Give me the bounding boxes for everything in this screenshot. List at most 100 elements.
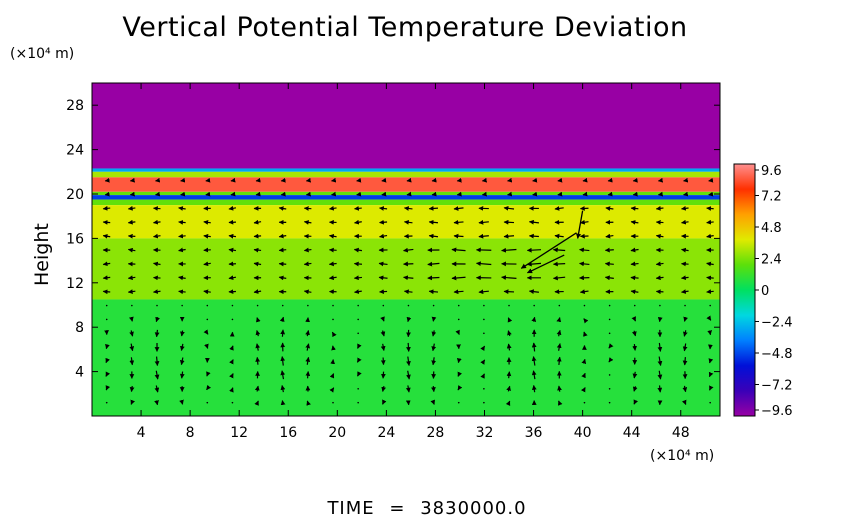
wind-vector-221	[430, 399, 435, 405]
wind-vector-278	[507, 317, 513, 323]
wind-vector-247	[451, 275, 466, 281]
wind-vector-231	[427, 261, 440, 267]
wind-vector-411	[708, 358, 714, 364]
wind-vector-102	[254, 400, 259, 406]
wind-vector-34	[154, 400, 159, 406]
wind-vector-55	[179, 343, 185, 352]
wind-vector-21	[129, 343, 135, 352]
wind-vector-131	[278, 233, 287, 239]
wind-vector-106	[255, 343, 261, 351]
wind-vector-236	[431, 191, 437, 197]
colorbar-ticks: 9.6 7.2 4.8 2.4 0 −2.4 −4.8 −7.2 −9.6	[755, 164, 793, 419]
wind-vector-311	[556, 329, 562, 337]
wind-vector-300	[526, 247, 542, 253]
wind-vector-315	[552, 275, 566, 281]
wind-vector-235	[428, 206, 439, 211]
wind-vector-1	[105, 385, 111, 391]
wind-vector-22	[129, 330, 134, 337]
time-equals: =	[389, 498, 406, 519]
wind-vector-184	[354, 205, 362, 211]
wind-vector-292	[531, 356, 537, 366]
wind-vector-121	[280, 370, 286, 380]
wind-vector-63	[178, 233, 186, 239]
wind-vector-210	[406, 316, 412, 323]
wind-vector-407	[683, 177, 689, 183]
wind-vector-128	[278, 275, 287, 281]
wind-vector-17	[130, 399, 135, 405]
x-tick-label-3: 16	[279, 425, 297, 441]
x-tick-label-0: 4	[137, 425, 146, 441]
wind-vector-112	[253, 261, 262, 267]
wind-vector-59	[178, 289, 186, 295]
wind-vector-153	[332, 401, 334, 404]
wind-vector-227	[431, 316, 437, 322]
wind-vector-118	[255, 177, 261, 183]
wind-vector-80	[203, 233, 211, 239]
wind-vector-255	[483, 401, 485, 404]
wind-vector-6	[105, 318, 108, 321]
wind-vector-173	[356, 357, 362, 363]
time-value: 3830000.0	[420, 498, 527, 519]
wind-vector-194	[382, 304, 385, 307]
wind-vector-372	[632, 191, 638, 197]
colorbar-tick-label-6: −4.8	[761, 347, 793, 362]
wind-vector-144	[303, 289, 312, 295]
wind-vector-13	[102, 219, 111, 225]
wind-vector-185	[356, 191, 362, 197]
wind-vector-53	[179, 371, 185, 379]
wind-vector-44	[153, 261, 161, 267]
wind-vector-49	[155, 191, 161, 197]
wind-vector-79	[203, 247, 211, 253]
wind-vector-125	[279, 316, 285, 323]
wind-vector-226	[431, 330, 437, 337]
wind-vector-155	[329, 373, 335, 379]
wind-vector-14	[102, 205, 111, 211]
wind-vector-174	[357, 343, 362, 349]
wind-vector-246	[453, 289, 464, 295]
wind-vector-251	[453, 219, 464, 225]
wind-vector-186	[356, 177, 362, 183]
wind-vector-230	[427, 275, 440, 281]
wind-vector-25	[127, 289, 136, 294]
colorbar	[733, 163, 756, 417]
wind-vector-114	[253, 233, 262, 239]
wind-vector-293	[531, 342, 537, 352]
wind-vector-139	[305, 356, 311, 365]
wind-vector-336	[579, 219, 589, 225]
wind-vector-206	[406, 370, 411, 380]
wind-vector-323	[583, 401, 586, 404]
wind-vector-271	[481, 177, 488, 183]
wind-vector-402	[681, 247, 689, 253]
wind-vector-117	[255, 191, 261, 197]
wind-vector-217	[403, 219, 413, 225]
wind-vector-50	[155, 177, 161, 183]
wind-vector-341	[608, 388, 611, 390]
wind-vector-75	[206, 304, 209, 307]
wind-vector-213	[403, 275, 414, 281]
wind-vector-313	[558, 304, 561, 307]
wind-vector-119	[280, 400, 286, 406]
wind-vector-316	[552, 261, 566, 267]
wind-vector-30	[127, 219, 136, 225]
wind-vector-103	[254, 385, 260, 392]
wind-vector-394	[682, 357, 688, 366]
wind-vector-207	[406, 356, 411, 367]
field-band-6	[92, 199, 720, 206]
wind-vector-361	[632, 343, 638, 351]
wind-vector-290	[531, 384, 537, 393]
wind-vector-130	[278, 247, 287, 253]
colorbar-tick-label-0: 9.6	[761, 164, 782, 179]
wind-vector-276	[506, 343, 512, 351]
wind-vector-126	[281, 304, 284, 307]
wind-vector-384	[655, 261, 664, 267]
wind-vector-362	[632, 330, 637, 337]
wind-vector-408	[709, 401, 711, 404]
field-band-5	[92, 195, 720, 200]
wind-vector-113	[253, 247, 262, 253]
wind-vector-23	[128, 316, 134, 322]
wind-vector-421	[706, 219, 714, 225]
x-tick-label-5: 24	[377, 425, 395, 441]
wind-vector-20	[129, 357, 135, 366]
wind-vector-363	[631, 316, 637, 322]
wind-vector-138	[305, 371, 311, 379]
